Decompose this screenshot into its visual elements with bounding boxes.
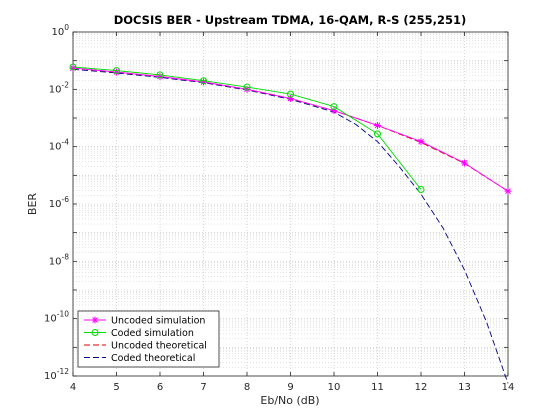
x-tick-label: 9 (287, 382, 293, 393)
x-tick-label: 7 (200, 382, 206, 393)
x-tick-labels: 4 5 6 7 8 9 10 11 12 13 14 (70, 382, 515, 393)
chart-title: DOCSIS BER - Upstream TDMA, 16-QAM, R-S … (114, 13, 467, 27)
data-point-circle (91, 329, 99, 336)
data-point-asterisk (243, 85, 251, 93)
data-point-circle (330, 103, 338, 111)
legend-entry: Uncoded simulation (84, 316, 205, 327)
x-tick-label: 6 (157, 382, 163, 393)
series-layer (69, 63, 512, 384)
x-tick-label: 12 (415, 382, 428, 393)
y-tick-labels: 100 10-2 10-4 10-6 10-8 10-10 10-12 (44, 23, 69, 382)
y-tick-label: 10-10 (44, 310, 69, 325)
data-point-circle (69, 63, 77, 71)
data-point-circle (287, 90, 294, 98)
y-tick-label: 100 (51, 23, 69, 38)
y-tick-label: 10-12 (44, 367, 69, 382)
data-point-asterisk (330, 107, 338, 115)
data-point-circle (417, 186, 425, 194)
data-point-asterisk (287, 94, 294, 102)
legend-entry: Uncoded theoretical (84, 341, 207, 352)
legend-label: Coded simulation (111, 328, 194, 339)
data-point-circle (243, 83, 251, 91)
data-point-asterisk (461, 159, 468, 167)
data-point-asterisk (91, 316, 99, 324)
data-point-circle (113, 67, 120, 75)
y-tick-label: 10-6 (49, 195, 69, 210)
x-tick-label: 5 (113, 382, 119, 393)
data-point-asterisk (200, 78, 207, 86)
legend-entry: Coded simulation (84, 328, 194, 339)
data-point-asterisk (417, 138, 425, 146)
series-coded-theoretical (72, 68, 509, 384)
axis-ticks (72, 31, 509, 377)
x-tick-label: 10 (328, 382, 341, 393)
data-point-asterisk (504, 187, 512, 195)
y-tick-label: 10-4 (49, 138, 69, 153)
series-uncoded-simulation (69, 64, 512, 195)
data-point-circle (374, 130, 381, 138)
series-coded-simulation (69, 63, 425, 194)
data-point-asterisk (156, 73, 164, 81)
legend-entry: Coded theoretical (84, 353, 195, 364)
y-tick-label: 10-8 (49, 252, 69, 267)
legend-label: Uncoded simulation (111, 316, 205, 327)
data-point-asterisk (374, 121, 381, 129)
data-point-asterisk (69, 64, 77, 72)
legend-label: Uncoded theoretical (111, 341, 207, 352)
series-line (72, 66, 422, 190)
x-tick-label: 8 (244, 382, 250, 393)
x-tick-label: 13 (458, 382, 471, 393)
y-axis-label: BER (26, 193, 39, 215)
y-tick-label: 10-2 (49, 80, 69, 95)
legend-label: Coded theoretical (111, 353, 195, 364)
x-axis-label: Eb/No (dB) (260, 394, 319, 407)
data-point-circle (200, 77, 207, 85)
x-tick-label: 11 (371, 382, 384, 393)
data-point-circle (156, 71, 164, 79)
series-line (72, 68, 509, 384)
x-tick-label: 4 (70, 382, 76, 393)
x-tick-label: 14 (502, 382, 515, 393)
data-point-asterisk (113, 68, 120, 76)
